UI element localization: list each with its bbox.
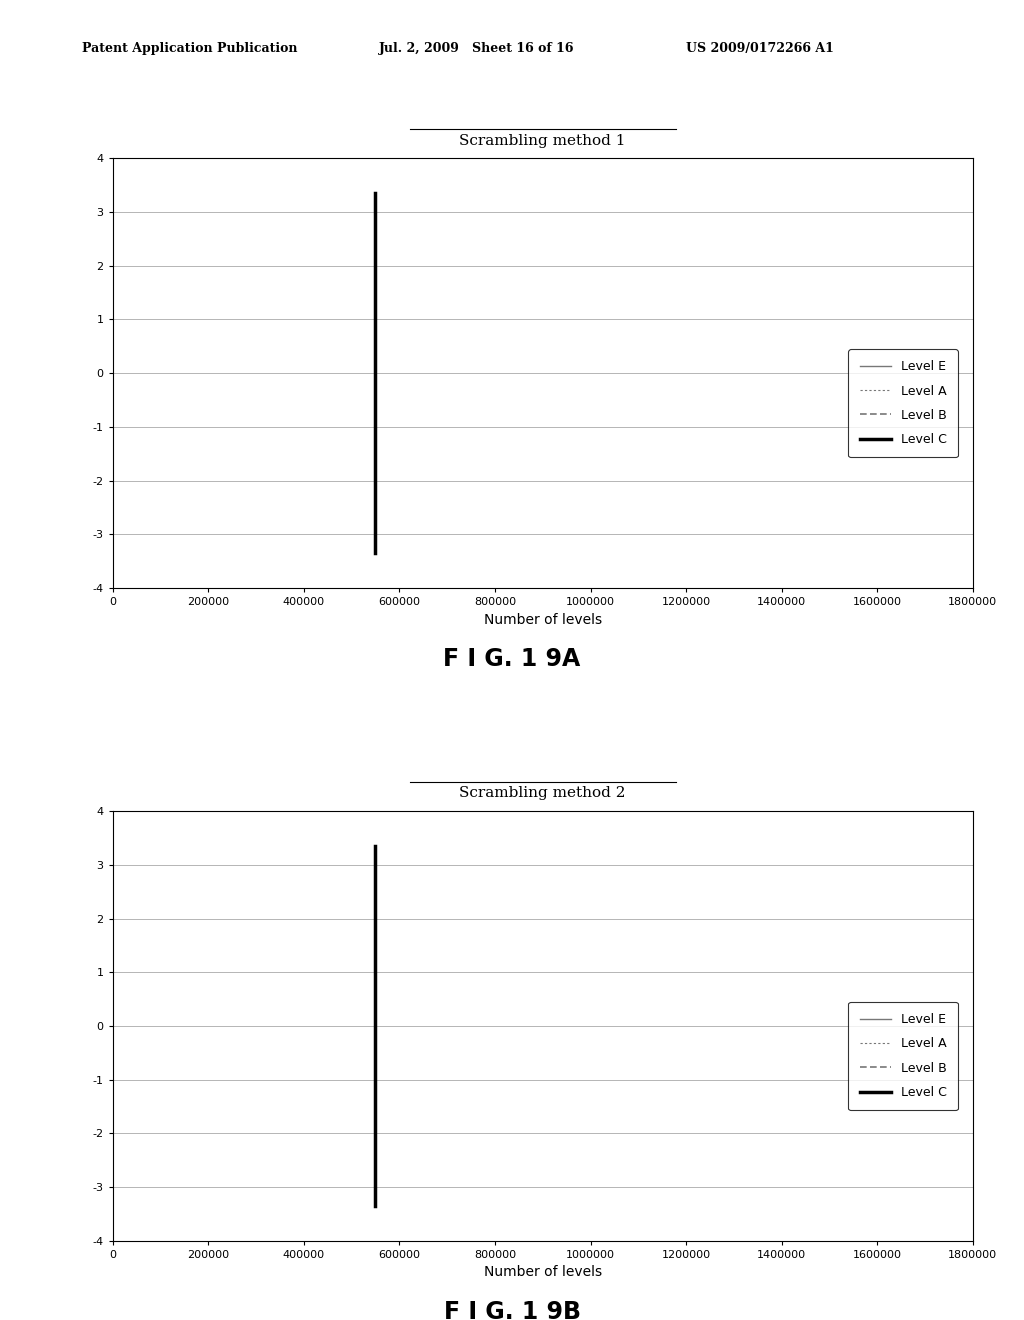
Text: Patent Application Publication: Patent Application Publication bbox=[82, 42, 297, 55]
X-axis label: Number of levels: Number of levels bbox=[483, 612, 602, 627]
Text: F I G. 1 9B: F I G. 1 9B bbox=[443, 1300, 581, 1320]
Text: Jul. 2, 2009   Sheet 16 of 16: Jul. 2, 2009 Sheet 16 of 16 bbox=[379, 42, 574, 55]
Legend: Level E, Level A, Level B, Level C: Level E, Level A, Level B, Level C bbox=[848, 348, 957, 457]
X-axis label: Number of levels: Number of levels bbox=[483, 1266, 602, 1279]
Title: Scrambling method 2: Scrambling method 2 bbox=[460, 787, 626, 800]
Text: F I G. 1 9A: F I G. 1 9A bbox=[443, 647, 581, 672]
Text: US 2009/0172266 A1: US 2009/0172266 A1 bbox=[686, 42, 834, 55]
Title: Scrambling method 1: Scrambling method 1 bbox=[460, 133, 626, 148]
Legend: Level E, Level A, Level B, Level C: Level E, Level A, Level B, Level C bbox=[848, 1002, 957, 1110]
